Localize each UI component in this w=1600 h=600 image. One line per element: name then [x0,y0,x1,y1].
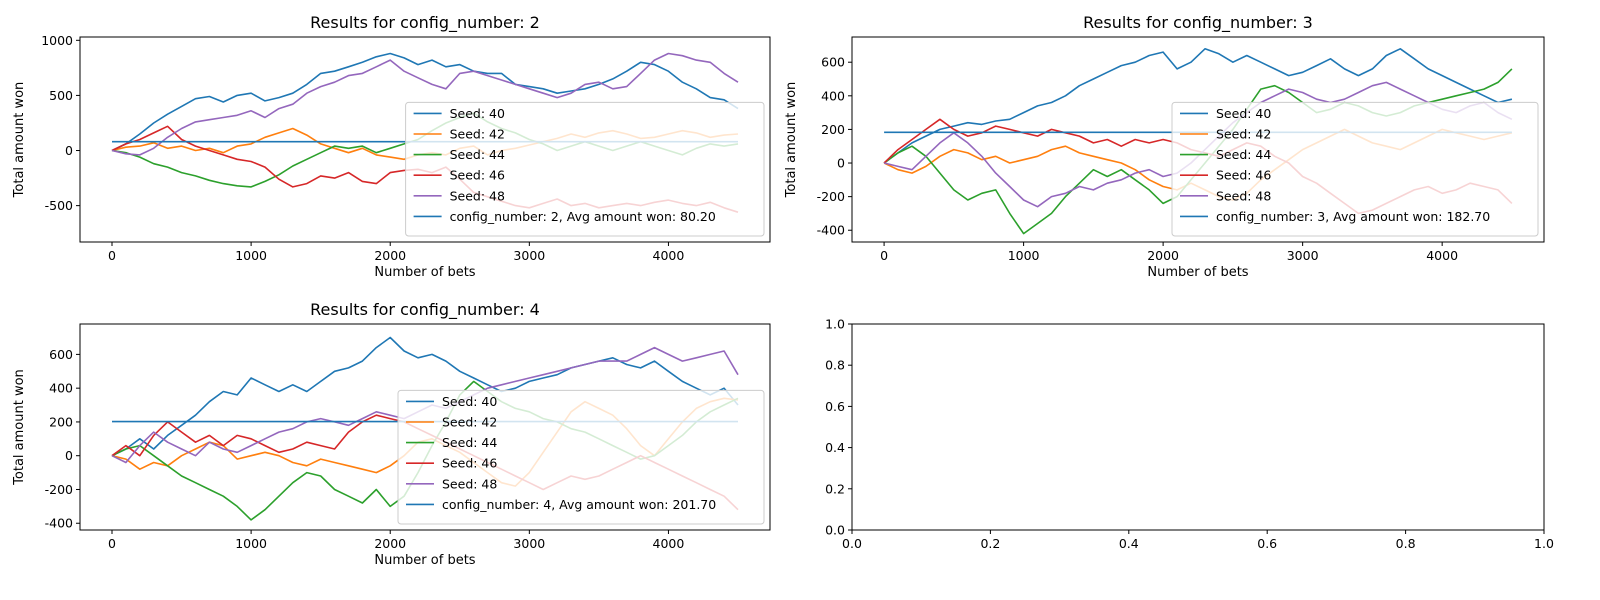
y-tick-label-0: -400 [45,516,73,531]
series-line-0 [883,47,1513,164]
x-tick-label-2: 2000 [374,248,406,263]
legend-label-1: Seed: 42 [442,415,497,430]
legend-label-1: Seed: 42 [1216,127,1271,142]
x-tick-label-5: 1.0 [1534,536,1554,551]
y-axis-label: Total amount won [12,82,27,199]
legend-label-4: Seed: 48 [450,188,505,203]
legend-label-2: Seed: 44 [450,147,505,162]
y-tick-label-4: 400 [49,381,73,396]
chart-title: Results for config_number: 2 [310,13,540,33]
y-tick-label-3: 0.6 [825,399,845,414]
x-tick-label-0: 0 [108,536,116,551]
legend-label-3: Seed: 46 [450,168,505,183]
y-tick-label-0: -500 [45,198,73,213]
legend: Seed: 40 Seed: 42 Seed: 44 Seed: 46 Seed: 48… [405,101,765,237]
legend-label-5: config_number: 4, Avg amount won: 201.70 [442,497,716,512]
y-tick-label-5: 600 [821,55,845,70]
legend-label-0: Seed: 40 [1216,106,1271,121]
x-tick-label-3: 3000 [513,536,545,551]
x-tick-label-1: 0.2 [980,536,1000,551]
legend-frame [397,389,765,525]
axes-frame [851,323,1545,531]
legend-label-3: Seed: 46 [442,456,497,471]
x-tick-label-3: 3000 [513,248,545,263]
y-tick-label-0: -400 [817,223,845,238]
legend-label-2: Seed: 44 [442,435,497,450]
y-tick-label-5: 1.0 [825,317,845,332]
y-tick-label-2: 0 [65,448,73,463]
y-tick-label-1: 0 [65,143,73,158]
y-tick-label-2: 0 [837,156,845,171]
chart-title: Results for config_number: 3 [1083,13,1313,33]
x-axis-label: Number of bets [374,265,475,280]
y-tick-label-3: 200 [49,414,73,429]
x-tick-label-2: 2000 [1147,248,1179,263]
legend-label-5: config_number: 3, Avg amount won: 182.70 [1216,209,1490,224]
y-tick-label-2: 500 [49,88,73,103]
x-tick-label-0: 0 [880,248,888,263]
series-line-0 [111,52,739,152]
legend-label-0: Seed: 40 [442,394,497,409]
legend-frame [405,101,765,237]
y-tick-label-3: 200 [821,122,845,137]
x-tick-label-3: 3000 [1287,248,1319,263]
legend-label-2: Seed: 44 [1216,147,1271,162]
x-axis-label: Number of bets [374,553,475,568]
legend-label-4: Seed: 48 [442,476,497,491]
y-tick-label-4: 0.8 [825,358,845,373]
chart-title: Results for config_number: 4 [310,300,540,320]
x-tick-label-1: 1000 [1008,248,1040,263]
legend-label-4: Seed: 48 [1216,188,1271,203]
axes-frame [851,36,1545,243]
x-tick-label-4: 4000 [653,248,685,263]
y-tick-label-2: 0.4 [825,440,845,455]
x-tick-label-1: 1000 [235,248,267,263]
x-tick-label-4: 0.8 [1396,536,1416,551]
y-tick-label-3: 1000 [41,33,73,48]
chart-panel-1: Seed: 40 Seed: 42 Seed: 44 Seed: 46 Seed: 48… [784,13,1545,280]
axes-frame [79,323,771,531]
y-tick-label-1: 0.2 [825,481,845,496]
x-tick-label-0: 0 [108,248,116,263]
x-tick-label-4: 4000 [1426,248,1458,263]
x-tick-label-4: 4000 [653,536,685,551]
y-tick-label-0: 0.0 [825,523,845,538]
chart-panel-2: Seed: 40 Seed: 42 Seed: 44 Seed: 46 Seed: 48… [12,300,771,568]
chart-panel-3: 0.0 0.2 0.4 0.6 0.8 1.0 0.0 0.2 0.4 0.6 0.8 1.0 [825,317,1554,552]
series-line-0 [111,336,739,457]
y-tick-label-1: -200 [45,482,73,497]
y-axis-label: Total amount won [784,82,799,199]
y-tick-label-5: 600 [49,347,73,362]
x-axis-label: Number of bets [1147,265,1248,280]
legend-label-3: Seed: 46 [1216,168,1271,183]
legend: Seed: 40 Seed: 42 Seed: 44 Seed: 46 Seed: 48… [1171,101,1539,237]
x-tick-label-2: 0.4 [1119,536,1139,551]
chart-panel-0: Seed: 40 Seed: 42 Seed: 44 Seed: 46 Seed: 48… [12,13,771,280]
x-tick-label-2: 2000 [374,536,406,551]
y-tick-label-1: -200 [817,189,845,204]
series-line-4 [111,52,739,156]
legend-frame [1171,101,1539,237]
legend-label-0: Seed: 40 [450,106,505,121]
x-tick-label-3: 0.6 [1257,536,1277,551]
legend-label-1: Seed: 42 [450,127,505,142]
legend-label-5: config_number: 2, Avg amount won: 80.20 [450,209,716,224]
y-axis-label: Total amount won [12,369,27,486]
y-tick-label-4: 400 [821,88,845,103]
legend: Seed: 40 Seed: 42 Seed: 44 Seed: 46 Seed: 48… [397,389,765,525]
x-tick-label-0: 0.0 [842,536,862,551]
axes-frame [79,36,771,243]
x-tick-label-1: 1000 [235,536,267,551]
